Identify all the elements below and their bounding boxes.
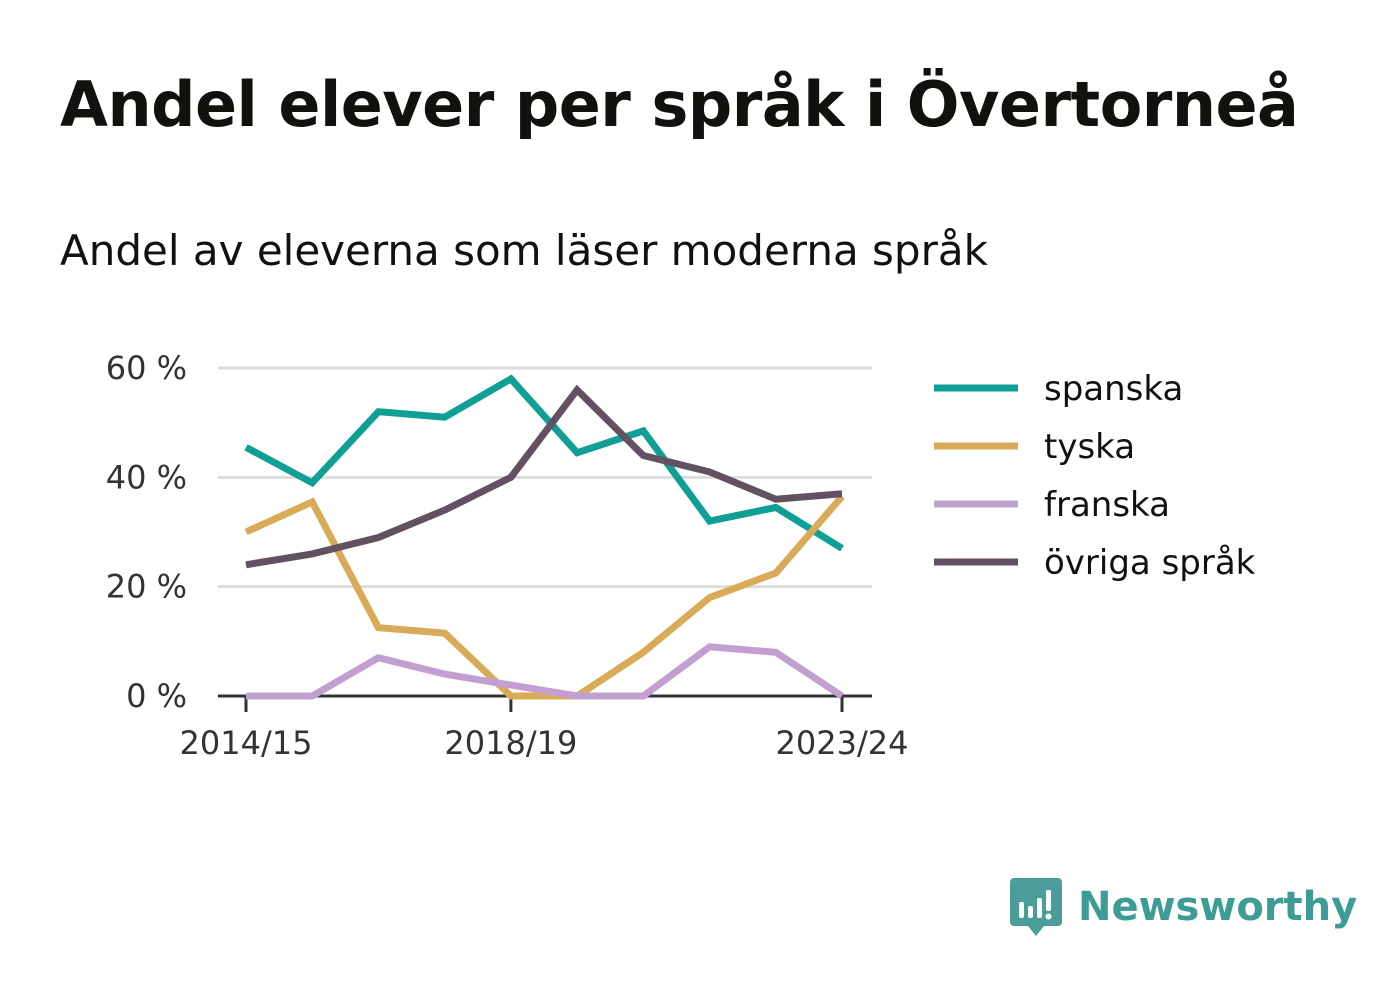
line-chart: 0 % 20 % 40 % 60 % 2014/15 2018/19 2023/24 spa… — [106, 349, 1256, 762]
series-line — [245, 384, 843, 569]
legend: spanska tyska franska övriga språk — [934, 369, 1256, 583]
brand-name: Newsworthy — [1078, 884, 1358, 930]
legend-label: övriga språk — [1044, 543, 1256, 583]
y-tick-label: 40 % — [106, 458, 187, 496]
y-tick-label: 20 % — [106, 568, 187, 606]
chart-subtitle: Andel av eleverna som läser moderna språ… — [60, 226, 988, 275]
legend-label: spanska — [1044, 369, 1183, 409]
x-tick-label: 2023/24 — [776, 724, 909, 762]
axes: 0 % 20 % 40 % 60 % 2014/15 2018/19 2023/24 — [106, 349, 909, 762]
y-tick-label: 0 % — [126, 677, 187, 715]
series-line — [244, 374, 844, 552]
series-line — [246, 643, 844, 700]
legend-label: tyska — [1044, 427, 1135, 467]
grid-lines — [218, 366, 872, 589]
brand-logo: Newsworthy — [1010, 876, 1357, 938]
x-tick-label: 2018/19 — [444, 724, 577, 762]
series-line — [244, 494, 845, 700]
series-lines — [244, 374, 845, 700]
newsworthy-logo-icon — [1010, 878, 1062, 936]
chart-title: Andel elever per språk i Övertorneå — [60, 68, 1299, 141]
y-tick-label: 60 % — [106, 349, 187, 387]
legend-label: franska — [1044, 485, 1170, 525]
x-tick-label: 2014/15 — [180, 724, 313, 762]
